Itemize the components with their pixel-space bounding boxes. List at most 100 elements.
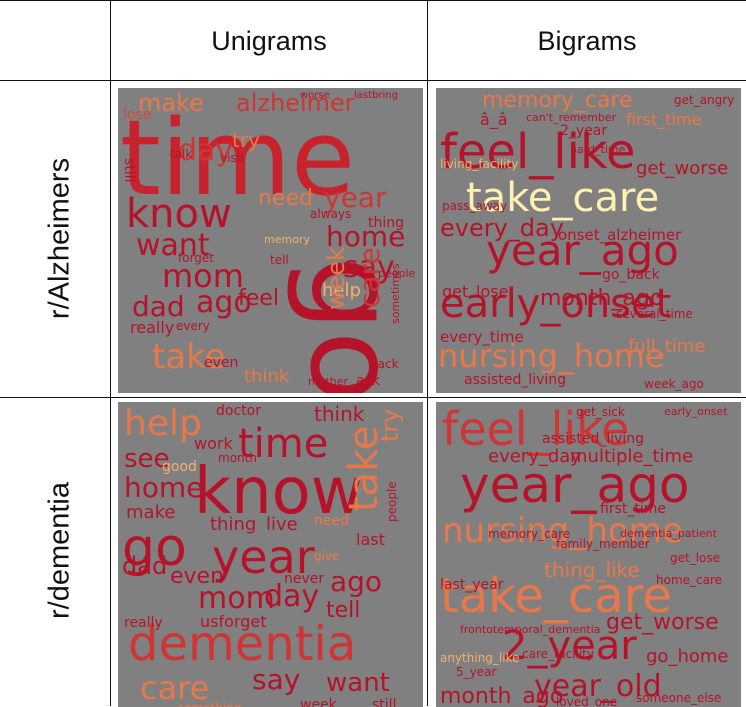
cloud-word: really — [130, 318, 175, 337]
cloud-word: take_care — [466, 175, 660, 221]
cloud-word: even — [204, 355, 239, 371]
row-label-alzheimers: r/Alzheimers — [43, 157, 76, 320]
table-rule-header — [0, 80, 746, 81]
cloud-word: get_angry — [674, 93, 735, 107]
cloud-word: care_facility — [522, 647, 594, 661]
cloud-word: month_ago — [540, 286, 664, 311]
cloud-word: good — [162, 459, 197, 475]
cloud-word: day — [264, 579, 320, 614]
cloud-word: memory — [264, 233, 310, 246]
cloud-word: year_ago — [486, 226, 679, 275]
cloud-word: month — [218, 451, 257, 465]
cloud-word: back — [370, 357, 399, 371]
cloud-word: onset_alzheimer — [558, 226, 682, 244]
cloud-word: always — [310, 207, 352, 221]
cloud-word: dementia_patient — [620, 527, 717, 540]
cloud-word: day — [178, 133, 234, 168]
table-rule-vertical-1 — [110, 0, 111, 706]
cloud-word: anything_like — [440, 651, 520, 665]
cloud-word: ago — [330, 565, 383, 598]
cloud-word: tell — [326, 598, 361, 623]
cloud-word: people — [378, 267, 416, 280]
cloud-word: assisted_living — [542, 431, 645, 447]
cloud-word: think — [244, 366, 290, 387]
cloud-word: get_sick — [576, 405, 625, 419]
cloud-word: say — [252, 663, 301, 696]
cloud-word: year_ago — [460, 456, 690, 514]
cloud-word: year_old — [534, 669, 662, 704]
cloud-word: multiple_time — [570, 446, 694, 467]
cloud-word: make — [138, 89, 204, 117]
cloud-word: go_home — [646, 646, 729, 667]
cloud-word: tell — [270, 253, 289, 267]
wordcloud-dementia-unigrams: know dementia go year time help take home see car… — [118, 402, 423, 707]
cloud-word: see — [124, 444, 170, 474]
row-label-dementia: r/dementia — [43, 482, 76, 620]
cloud-word: nursing_home — [438, 337, 665, 375]
cloud-word: need — [314, 513, 349, 529]
cloud-word: never — [284, 571, 325, 587]
cloud-word: year — [324, 181, 387, 214]
cloud-word: pass_away — [442, 199, 508, 213]
cloud-word: several_time — [616, 307, 693, 321]
cloud-word: visit — [220, 151, 245, 165]
cloud-word: still — [121, 158, 137, 183]
cloud-word: try — [232, 128, 260, 152]
cloud-word: full_time — [628, 336, 706, 357]
cloud-word: lastbring — [354, 90, 398, 101]
cloud-word: work — [194, 434, 233, 453]
cloud-word: live — [266, 514, 298, 535]
cloud-word: year — [212, 530, 315, 584]
cloud-word: get_worse — [636, 158, 729, 179]
cloud-word: lose — [123, 107, 152, 123]
cloud-word: week — [322, 246, 350, 310]
cloud-word: take — [152, 337, 226, 377]
table-rule-middle — [0, 397, 746, 398]
cloud-word: every — [176, 319, 210, 333]
cloud-word: get_lose — [670, 551, 721, 565]
column-header-unigrams: Unigrams — [211, 26, 327, 56]
cloud-word: mom — [198, 581, 275, 616]
cloud-word: think — [314, 402, 365, 426]
cloud-word: doctor — [216, 403, 261, 419]
cloud-word: lose — [476, 282, 509, 301]
cloud-word: time — [238, 421, 329, 467]
cloud-word: talk — [170, 147, 193, 161]
cloud-word: mother — [308, 375, 349, 388]
cloud-word: alzheimer — [236, 89, 355, 117]
cloud-word: early_onset — [440, 281, 672, 327]
cloud-word: forget — [178, 251, 214, 265]
cloud-word: thing — [368, 215, 405, 231]
cloud-word: say — [343, 250, 395, 285]
cloud-word: know — [194, 455, 364, 529]
cloud-word: family_member — [556, 537, 650, 551]
cloud-word: still — [372, 697, 397, 707]
cloud-word: frontotemporal_dementia — [460, 623, 601, 636]
cloud-word: know — [126, 191, 232, 237]
cloud-word: every_day — [488, 446, 581, 467]
cloud-word: feel — [238, 286, 279, 311]
cloud-word: home — [326, 220, 406, 253]
cloud-word: need — [258, 186, 313, 211]
cloud-word: take_care — [440, 568, 672, 624]
cloud-word: nursing_home — [442, 511, 683, 551]
cloud-word: dad — [132, 290, 185, 323]
cloud-word: assisted_living — [464, 372, 567, 388]
cloud-word: people — [385, 481, 399, 522]
cloud-word: living_facility — [440, 157, 519, 171]
cloud-word: hard_time — [570, 143, 626, 156]
cloud-word: â_â — [480, 110, 508, 129]
wordcloud-alzheimers-unigrams: time go alzheimer make lose day know want mom dad… — [118, 88, 423, 393]
cloud-word: time — [120, 97, 355, 219]
cloud-word: ask — [356, 373, 380, 389]
cloud-word: every_day — [440, 214, 564, 242]
cloud-word: 5_year — [456, 665, 497, 679]
table-rule-top — [0, 0, 746, 1]
cloud-word: feel_like — [442, 402, 630, 456]
cloud-word: memory_care — [488, 527, 571, 541]
cloud-word: get — [442, 282, 469, 301]
cloud-word: care — [140, 669, 210, 707]
cloud-word: first_time — [626, 110, 702, 129]
cloud-word: every_time — [440, 328, 524, 346]
cloud-word: even — [170, 564, 225, 589]
